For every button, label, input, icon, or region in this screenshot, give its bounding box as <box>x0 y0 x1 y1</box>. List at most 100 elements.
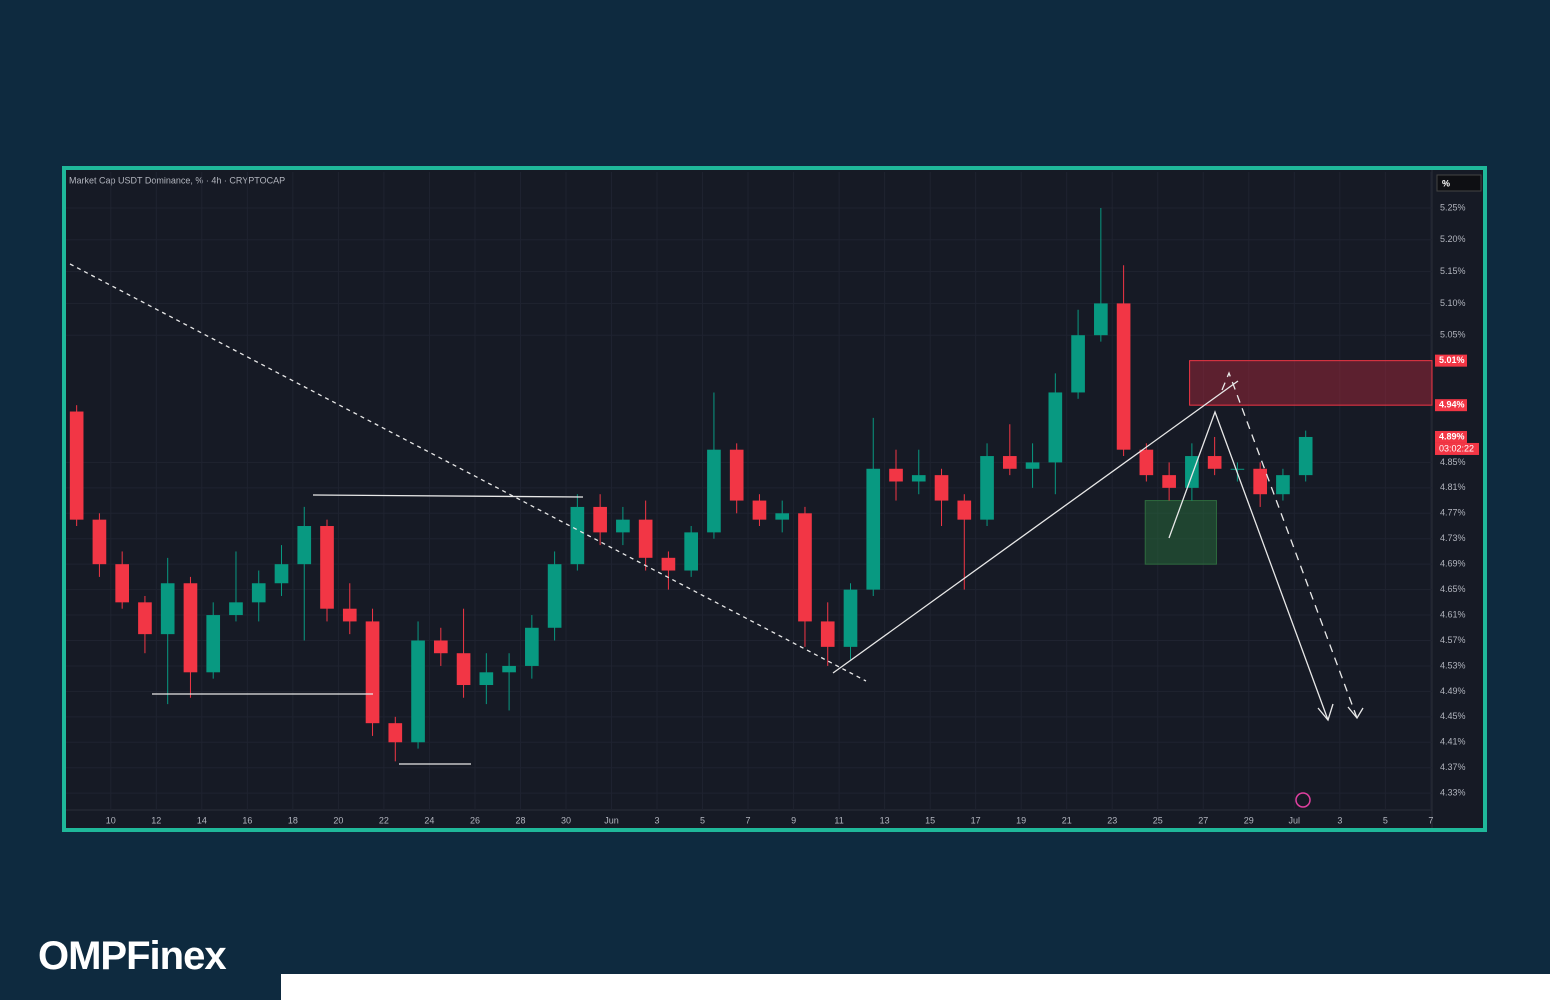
candle-body <box>911 475 926 482</box>
candle-body <box>820 621 835 647</box>
y-tick-label: 4.73% <box>1440 533 1466 543</box>
candle-body <box>411 640 425 743</box>
level-line <box>312 494 584 498</box>
candle-body <box>570 506 585 565</box>
x-tick-label: 25 <box>1153 815 1163 825</box>
y-tick-label: 5.10% <box>1440 298 1466 308</box>
y-tick-label: 4.49% <box>1440 686 1466 696</box>
candle-body <box>616 519 630 533</box>
candle-body <box>843 589 858 647</box>
y-tick-label: 5.20% <box>1440 234 1466 244</box>
candle-body <box>729 449 744 501</box>
candle-body <box>115 564 130 603</box>
candle-body <box>1025 462 1040 469</box>
brand-logo: OMPFinex <box>38 934 227 978</box>
x-tick-label: 16 <box>242 815 252 825</box>
footer-bar <box>281 974 1550 1000</box>
y-tick-label: 4.81% <box>1440 482 1466 492</box>
candle-body <box>1185 456 1199 488</box>
candle-body <box>274 564 289 584</box>
y-tick-label: 4.53% <box>1440 660 1466 670</box>
candle-body <box>160 583 175 635</box>
price-label: 4.94% <box>1439 400 1465 410</box>
unit-box <box>1436 174 1482 192</box>
x-tick-label: 19 <box>1016 815 1026 825</box>
x-tick-label: 11 <box>834 815 843 825</box>
candle-body <box>183 583 198 673</box>
candle-body <box>502 665 516 673</box>
zone <box>1189 360 1433 406</box>
candle-body <box>638 519 653 558</box>
arrow-head <box>1317 703 1334 722</box>
candle-body <box>1094 303 1108 336</box>
chart-title: Market Cap USDT Dominance, % · 4h · CRYP… <box>69 175 285 185</box>
candle-body <box>798 513 812 622</box>
x-tick-label: 21 <box>1062 815 1072 825</box>
path-arrow <box>1221 371 1358 719</box>
x-tick-label: 12 <box>151 815 161 825</box>
candle-body <box>1253 468 1267 495</box>
candle-body <box>69 411 84 520</box>
y-tick-label: 4.45% <box>1440 711 1466 721</box>
x-tick-label: 7 <box>746 815 751 825</box>
y-tick-label: 4.85% <box>1440 457 1466 467</box>
x-tick-label: 14 <box>197 815 207 825</box>
x-tick-label: 5 <box>700 815 705 825</box>
x-tick-label: 30 <box>561 815 571 825</box>
y-tick-label: 5.05% <box>1440 330 1466 340</box>
x-tick-label: 23 <box>1107 815 1117 825</box>
x-tick-label: 3 <box>1337 815 1342 825</box>
x-tick-label: 28 <box>515 815 525 825</box>
chart-frame <box>62 166 1487 832</box>
price-label-box <box>1435 354 1467 367</box>
y-tick-label: 4.61% <box>1440 609 1466 619</box>
candle-body <box>92 519 107 565</box>
x-tick-label: 22 <box>379 815 389 825</box>
candle-body <box>342 608 357 622</box>
alert-icon[interactable] <box>1295 792 1311 808</box>
candle-body <box>1298 436 1313 476</box>
y-tick-label: 4.41% <box>1440 737 1466 747</box>
x-tick-label: 20 <box>333 815 343 825</box>
x-tick-label: 13 <box>880 815 890 825</box>
x-tick-label: 9 <box>791 815 796 825</box>
y-tick-label: 4.69% <box>1440 559 1466 569</box>
candle-body <box>206 615 221 673</box>
candle-body <box>661 557 676 571</box>
candle-body <box>229 602 243 616</box>
x-tick-label: 18 <box>288 815 298 825</box>
candle-body <box>707 449 721 533</box>
candle-body <box>1162 475 1176 488</box>
y-tick-label: 4.77% <box>1440 508 1466 518</box>
arrow-head <box>1347 706 1364 720</box>
x-tick-label: 26 <box>470 815 480 825</box>
candle-body <box>752 500 767 520</box>
x-tick-label: Jul <box>1289 815 1301 825</box>
candle-body <box>684 532 698 571</box>
candle-body <box>456 653 471 686</box>
candle-body <box>297 526 312 565</box>
candle-body <box>1048 392 1063 463</box>
y-tick-label: 5.15% <box>1440 266 1466 276</box>
candle-body <box>957 500 972 520</box>
candle-body <box>479 672 494 686</box>
x-tick-label: 5 <box>1383 815 1388 825</box>
x-tick-label: 15 <box>925 815 935 825</box>
x-tick-label: Jun <box>604 815 619 825</box>
candle-body <box>1116 303 1131 450</box>
countdown-box <box>1435 442 1479 455</box>
candle-body <box>1071 335 1085 393</box>
candle-body <box>388 723 403 743</box>
candle-body <box>1207 456 1222 469</box>
x-tick-label: 7 <box>1428 815 1433 825</box>
candle-body <box>525 627 539 666</box>
candle-body <box>934 475 949 501</box>
x-tick-label: 10 <box>106 815 116 825</box>
x-tick-label: 29 <box>1244 815 1254 825</box>
candle-body <box>1230 468 1245 470</box>
candle-body <box>889 468 903 482</box>
price-label: 5.01% <box>1439 355 1465 365</box>
chart: Market Cap USDT Dominance, % · 4h · CRYP… <box>62 166 1487 832</box>
candle-body <box>1002 456 1017 469</box>
